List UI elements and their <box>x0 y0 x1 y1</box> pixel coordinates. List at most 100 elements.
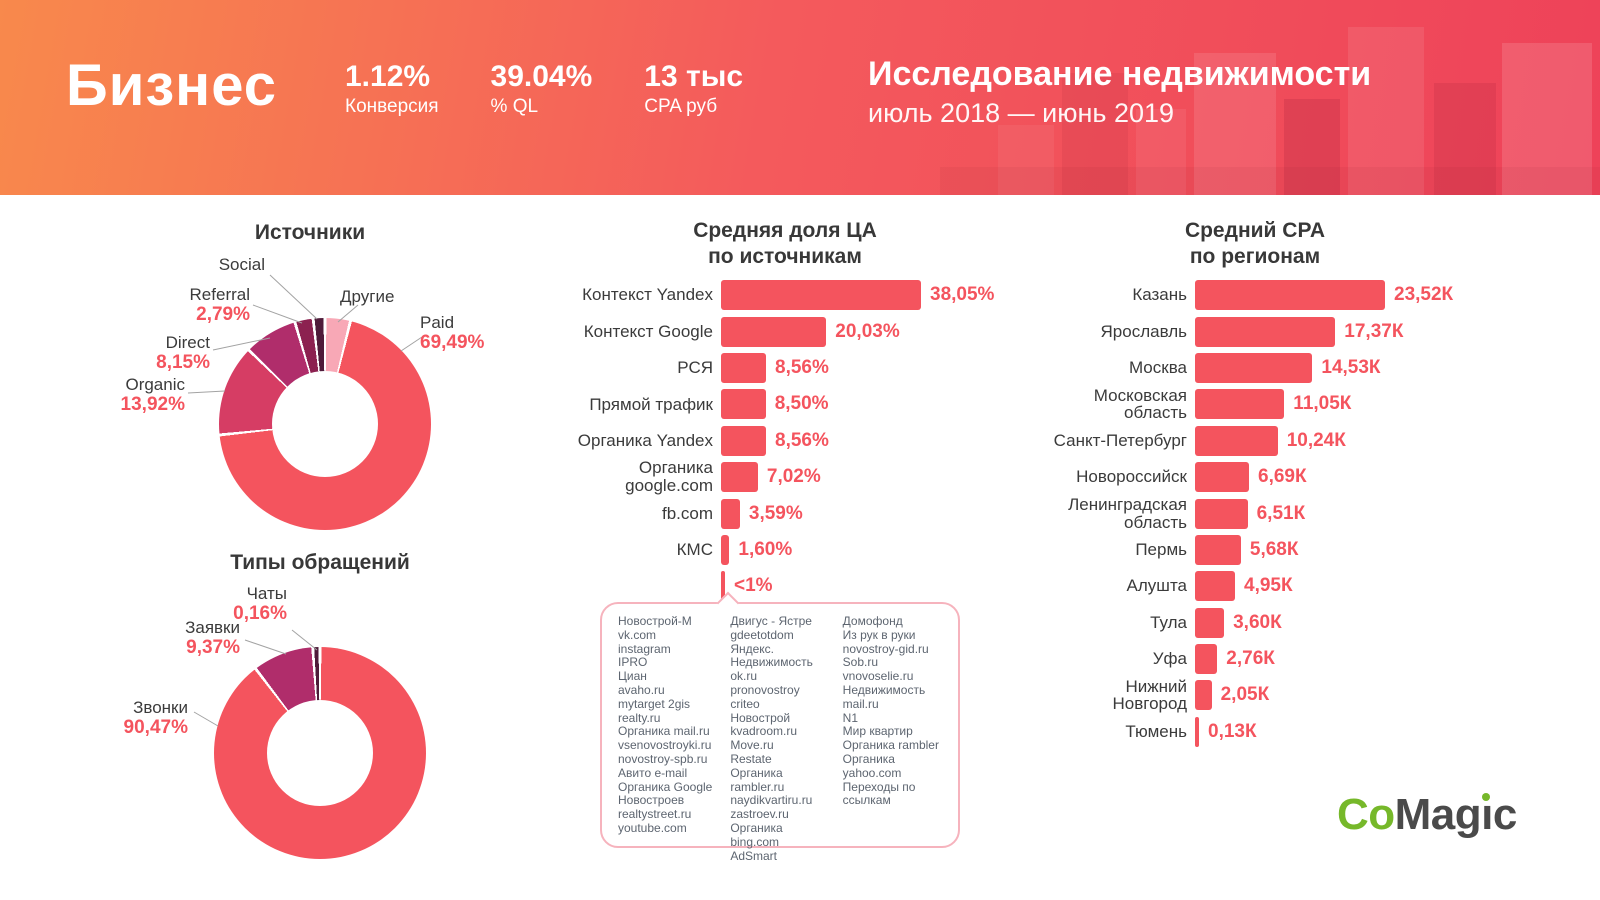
source-item: Move.ru <box>730 738 774 753</box>
source-item: youtube.com <box>618 820 687 835</box>
bar <box>1195 389 1285 420</box>
source-item: mytarget 2gis <box>618 696 691 711</box>
stat-value: 39.04% <box>490 60 593 93</box>
bar-row: Прямой трафик 8,50% <box>558 386 1000 422</box>
types-chart-title: Типы обращений <box>230 551 410 574</box>
source-item: instagram <box>618 641 671 656</box>
source-item: vnovoselie.ru <box>842 669 914 684</box>
source-item: vsenovostroyki.ru <box>618 738 712 753</box>
segment-value: 90,47% <box>123 717 188 739</box>
bar-value: 1,60% <box>738 538 793 560</box>
label-connector <box>400 336 423 352</box>
sources-donut: Social Referral 2,79% Direct 8,15% Organ… <box>70 245 550 600</box>
bar-value: 11,05К <box>1293 393 1352 415</box>
source-item: kvadroom.ru <box>730 724 798 739</box>
bar-row: Москва 14,53К <box>1042 350 1522 386</box>
city-illustration <box>940 0 1600 195</box>
bar-label: Москва <box>1128 358 1187 378</box>
label-connector <box>252 304 303 324</box>
donut-label-social: Social <box>165 255 265 274</box>
other-sources-box: Новострой-М vk.com instagram IPRO Циан avaho.… <box>600 591 960 862</box>
types-donut: Чаты 0,16% Заявки 9,37% Звонки 90,47% <box>70 578 550 900</box>
label-connector <box>187 390 226 394</box>
bar-value: 6,69К <box>1258 466 1307 488</box>
source-item: novostroy-gid.ru <box>842 641 929 656</box>
bar <box>1195 571 1235 602</box>
donut-label-calls: Звонки 90,47% <box>78 698 188 738</box>
bar-value: 4,95К <box>1244 575 1293 597</box>
bar-row: Органика Yandex 8,56% <box>558 423 1000 459</box>
bar-row: Казань 23,52К <box>1042 277 1522 313</box>
header-stats: 1.12% Конверсия 39.04% % QL 13 тыс CPA р… <box>345 60 743 119</box>
bar-label: Нижний Новгород <box>1112 676 1188 714</box>
label-connector <box>193 711 219 727</box>
report-heading: Исследование недвижимости июль 2018 — ию… <box>868 54 1371 131</box>
stat-label: % QL <box>490 95 539 117</box>
donut-label-forms: Заявки 9,37% <box>125 618 240 658</box>
bar <box>721 462 758 493</box>
bar <box>721 280 921 311</box>
cpa-chart-title: Средний CPA по регионам <box>1184 219 1326 268</box>
bar-value: 8,56% <box>775 429 829 451</box>
source-item: Органика rambler.ru <box>730 765 785 794</box>
segment-value: 69,49% <box>420 332 485 354</box>
sources-label-connectors <box>187 274 423 394</box>
bar-value: 2,05К <box>1220 684 1270 706</box>
source-item: Органика rambler <box>842 738 939 753</box>
source-item: Новострой-М <box>618 614 692 628</box>
source-item: realtystreet.ru <box>618 807 692 822</box>
bar-row: Московская область 11,05К <box>1042 386 1522 422</box>
bar-value: 8,56% <box>775 356 829 378</box>
bar-label: Ленинградская область <box>1068 494 1187 532</box>
donut-label-organic: Organic 13,92% <box>75 375 185 415</box>
source-item: Циан <box>618 669 647 684</box>
bar-row: КМС 1,60% <box>558 532 1000 568</box>
bar-label: Уфа <box>1152 649 1187 669</box>
bar-row: Новороссийск 6,69К <box>1042 459 1522 495</box>
bar-label: Прямой трафик <box>589 394 713 414</box>
bar-value: 17,37К <box>1344 320 1404 342</box>
source-item: AdSmart <box>730 848 778 863</box>
bar <box>1195 280 1385 311</box>
bar-row: Уфа 2,76К <box>1042 641 1522 677</box>
report-period: июль 2018 — июнь 2019 <box>868 97 1175 128</box>
source-item: Restate <box>730 751 772 766</box>
source-item: Мир квартир <box>842 724 913 739</box>
source-item: vk.com <box>618 627 657 642</box>
bar-row: Тула 3,60К <box>1042 605 1522 641</box>
source-item: Органика yahoo.com <box>842 751 902 780</box>
stat-value: 13 тыс <box>644 60 743 93</box>
bar-label: Ярославль <box>1100 321 1187 341</box>
label-connector <box>269 274 318 320</box>
bar-label: Казань <box>1132 285 1187 305</box>
header-stat: 13 тыс CPA руб <box>644 60 743 119</box>
bar-value: 2,76К <box>1226 648 1275 670</box>
bar-label: РСЯ <box>677 358 713 378</box>
bar-label: Тюмень <box>1125 722 1187 742</box>
bar-row: РСЯ 8,56% <box>558 350 1000 386</box>
logo-letter-i: ı <box>1481 790 1493 839</box>
segment-value: 9,37% <box>186 637 240 659</box>
segment-name: Звонки <box>133 698 188 717</box>
page-title: Бизнес <box>66 53 277 118</box>
bar-row: fb.com 3,59% <box>558 495 1000 531</box>
label-connector <box>291 629 318 651</box>
segment-value: 2,79% <box>196 304 250 326</box>
logo-part-c: c <box>1492 790 1517 839</box>
donut-label-direct: Direct 8,15% <box>110 333 210 373</box>
bar-value: 8,50% <box>774 393 829 415</box>
source-item: novostroy-spb.ru <box>618 751 708 766</box>
types-donut-chart <box>214 647 426 859</box>
label-connector <box>212 337 271 351</box>
bar-value: 10,24К <box>1286 429 1346 451</box>
label-connector <box>337 304 359 323</box>
bar-label: fb.com <box>661 503 713 523</box>
bar-value: 0,13К <box>1208 720 1257 742</box>
bar <box>721 571 725 602</box>
source-item: naydikvartiru.ru <box>730 793 813 808</box>
source-item: Недвижимость <box>842 682 926 697</box>
bar-row: <1% <box>558 568 1000 604</box>
segment-name: Organic <box>125 375 185 394</box>
bar-value: 23,52К <box>1394 284 1454 306</box>
comagic-logo: CoMagıc <box>1337 790 1517 840</box>
